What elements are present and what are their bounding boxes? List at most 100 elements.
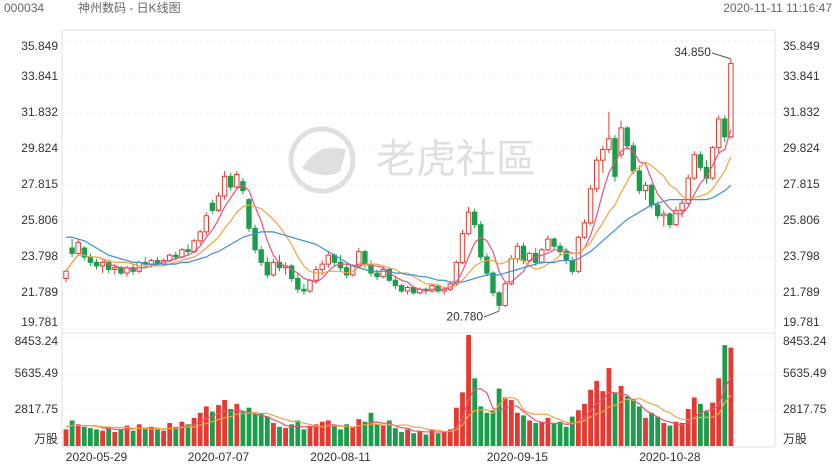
volume-bar [136,424,142,446]
candle-body [429,285,435,292]
volume-bar [600,391,606,446]
candle-body [459,233,466,263]
volume-bar [368,412,374,446]
volume-bar [716,378,722,446]
candle-body [307,279,313,292]
candle-body [514,245,521,260]
volume-bar [197,412,203,446]
moving-average-line [65,129,732,292]
candle-body [606,138,612,150]
annotation-label: 34.850 [674,45,711,59]
timestamp: 2020-11-11 11:16:47 [723,1,832,15]
candle-body [228,175,234,188]
volume-bar [338,429,343,446]
candle-body [270,261,277,276]
candle-body [319,263,325,271]
candle-body [252,227,258,251]
candle-body [679,202,685,211]
candle-body [398,285,405,292]
volume-bar [142,428,148,446]
volume-bar [393,428,398,446]
y-tick-label-right: 25.806 [783,213,820,227]
volume-bar [191,417,197,446]
candle-body [264,261,271,276]
candle-body [520,245,527,262]
y-tick-label-right: 31.832 [783,105,820,119]
volume-bar [356,419,362,446]
volume-bar [155,429,160,446]
candle-body [600,148,606,161]
volume-bar [710,402,715,446]
volume-bar [240,411,246,446]
candle-body [655,204,661,217]
x-tick-label: 2020-10-28 [639,450,701,464]
y-tick-label-right: 8453.24 [783,334,827,348]
candle-body [472,211,478,226]
candle-body [93,261,100,267]
watermark-text: 老虎社區 [376,138,536,182]
volume-bar [234,403,240,446]
candle-body [557,245,563,253]
candle-body [380,269,386,278]
volume-bar [655,416,661,446]
candle-body [569,260,575,272]
volume-bar [264,416,270,446]
volume-bar [673,421,679,446]
candle-body [392,279,399,287]
watermark: 老虎社區 [288,126,536,194]
volume-unit: 万股 [34,432,58,446]
candle-body [325,254,332,265]
volume-bar [94,429,99,446]
moving-average-line [65,156,732,289]
y-tick-label-right: 29.824 [783,141,820,155]
volume-bar [380,425,386,446]
volume-bar [210,411,215,446]
volume-bar [124,425,130,446]
volume-bar [319,421,325,446]
volume-bar [533,423,539,446]
candle-body [465,211,472,235]
volume-bar [81,426,87,446]
candle-body [221,175,228,197]
candle-body [594,159,600,190]
candle-body [545,238,551,251]
y-tick-label: 27.815 [21,177,58,191]
volume-bar [441,431,447,446]
volume-bar [185,424,191,446]
volume-bar [478,406,484,446]
volume-bar [643,417,648,446]
candle-body [75,242,81,254]
candle-body [301,288,307,292]
volume-bar [490,410,496,446]
volume-bar [161,430,166,446]
volume-panel [61,332,776,448]
watermark-logo-mark [302,147,346,176]
volume-bar [685,408,691,446]
candle-body [112,267,118,271]
volume-bar [106,426,112,446]
y-tick-label: 23.798 [21,249,58,263]
watermark-logo [288,126,356,194]
volume-bar [502,397,508,446]
candle-body [69,247,75,254]
candle-body [295,277,301,290]
annotation-leader [483,310,500,318]
candle-body [289,265,295,279]
volume-bar [563,426,569,446]
candle-body [618,127,624,156]
volume-bar [508,400,514,446]
y-tick-label-right: 2817.75 [783,402,827,416]
candle-body [404,286,411,292]
volume-bar [551,423,557,446]
volume-bar [258,412,264,446]
y-tick-label-right: 19.781 [783,315,820,329]
volume-bar [545,417,551,446]
candle-body [246,199,252,229]
volume-bar [484,412,490,446]
y-tick-label: 31.832 [21,105,58,119]
volume-bar [472,378,478,446]
candle-body [691,154,697,179]
moving-average-line [66,184,732,283]
candle-body [106,261,112,271]
